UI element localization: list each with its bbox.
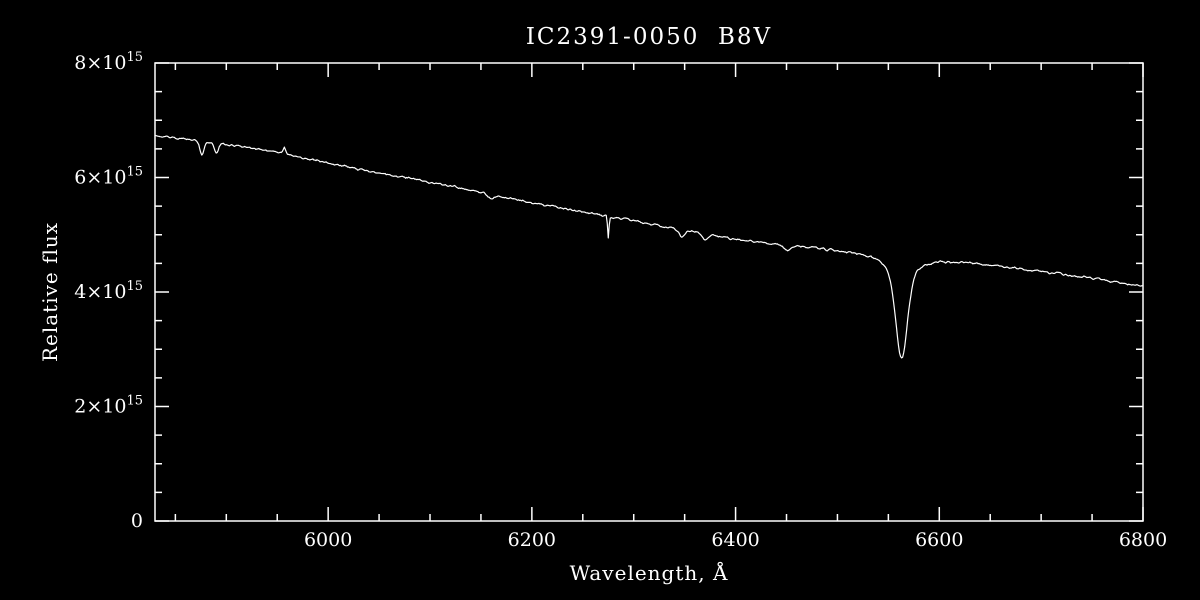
y-axis-label: Relative flux (38, 222, 62, 362)
x-tick-label: 6400 (711, 529, 759, 551)
x-tick-label: 6200 (508, 529, 556, 551)
x-tick-label: 6800 (1119, 529, 1167, 551)
y-tick-label: 4×1015 (74, 279, 143, 303)
axes: 6000 6200 6400 6600 6800 0 2×1015 4×1015 6×1015 8… (74, 50, 1167, 551)
y-tick-label: 6×1015 (74, 165, 143, 189)
x-tick-label: 6000 (304, 529, 352, 551)
x-axis-label: Wavelength, Å (570, 560, 729, 585)
y-tick-label: 2×1015 (74, 394, 143, 418)
y-tick-label: 8×1015 (74, 50, 143, 74)
chart-title: IC2391-0050 B8V (526, 24, 772, 50)
y-tick-label: 0 (131, 510, 143, 532)
spectrum-line (154, 134, 1144, 359)
x-tick-label: 6600 (915, 529, 963, 551)
spectrum-series (154, 134, 1144, 359)
plot-frame (154, 62, 1144, 522)
